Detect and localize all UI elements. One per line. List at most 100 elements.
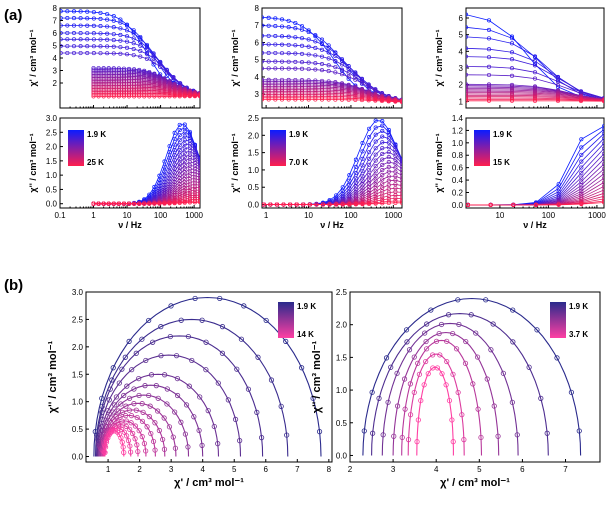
data-point <box>177 179 182 184</box>
data-point <box>579 170 584 175</box>
data-point <box>127 443 133 449</box>
data-point <box>393 144 398 150</box>
y-tick-label: 0.5 <box>248 183 260 192</box>
data-point <box>177 138 182 143</box>
y-tick-label: 1.5 <box>248 149 260 158</box>
data-point <box>199 317 205 323</box>
y-tick-label: 4 <box>255 73 260 82</box>
data-point <box>353 171 358 176</box>
data-point <box>500 370 506 376</box>
y-axis-label: χ' / cm³ mol⁻¹ <box>28 29 38 86</box>
data-point <box>110 365 116 371</box>
data-point <box>172 130 177 135</box>
data-point <box>601 171 604 176</box>
data-point <box>182 188 187 193</box>
plot-frame <box>59 117 201 209</box>
y-tick-label: 2.0 <box>72 343 84 352</box>
data-point <box>373 152 378 157</box>
data-point <box>425 371 431 377</box>
data-point <box>526 364 532 370</box>
data-point <box>353 74 358 79</box>
series-line <box>93 80 200 94</box>
data-point <box>453 346 460 352</box>
data-point <box>385 399 391 405</box>
temperature-legend-bar <box>68 130 84 166</box>
data-point <box>182 150 187 155</box>
data-point <box>373 164 378 169</box>
data-point <box>319 47 325 52</box>
data-point <box>143 448 149 454</box>
x-axis-label: ν / Hz <box>523 220 547 230</box>
x-tick-label: 6 <box>520 465 525 474</box>
y-tick-label: 7 <box>255 21 260 30</box>
x-tick-label: 3 <box>169 465 174 474</box>
data-point <box>158 353 164 359</box>
data-point <box>430 352 436 358</box>
data-point <box>148 372 155 378</box>
y-axis-label: χ'' / cm³ mol⁻¹ <box>28 133 38 192</box>
y-tick-label: 2.5 <box>72 315 84 324</box>
data-point <box>386 155 391 160</box>
data-point <box>153 383 159 389</box>
series-line <box>262 99 402 103</box>
data-point <box>182 431 189 437</box>
data-point <box>205 408 211 414</box>
data-point <box>172 409 178 415</box>
x-tick-label: 6 <box>264 465 269 474</box>
series-line <box>60 25 200 95</box>
y-tick-label: 0.4 <box>452 176 464 185</box>
data-point <box>391 433 397 439</box>
data-point <box>171 76 176 81</box>
data-point <box>141 440 148 447</box>
data-point <box>367 162 372 167</box>
data-point <box>394 403 401 409</box>
legend-bottom-label: 15 K <box>493 158 510 167</box>
data-point <box>131 41 136 46</box>
data-point <box>373 192 378 197</box>
data-point <box>470 381 476 387</box>
data-point <box>192 150 197 155</box>
data-point <box>234 366 240 372</box>
data-point <box>278 403 284 409</box>
series-line <box>93 89 200 96</box>
data-point <box>579 145 584 150</box>
data-point <box>401 376 408 382</box>
data-point <box>333 53 338 59</box>
x-tick-label: 3 <box>391 465 396 474</box>
data-point <box>283 338 289 344</box>
data-point <box>215 380 221 386</box>
series-line <box>93 92 200 96</box>
data-point <box>367 173 372 178</box>
data-point <box>446 397 453 404</box>
data-point <box>146 392 152 399</box>
data-point <box>353 71 358 76</box>
series-line <box>262 97 402 102</box>
data-point <box>123 423 129 429</box>
data-point <box>380 432 386 438</box>
data-point <box>177 143 182 148</box>
data-point <box>380 177 385 182</box>
data-point <box>474 354 481 360</box>
fit-curve <box>416 366 454 456</box>
data-point <box>142 383 148 389</box>
y-axis-label: χ' / cm³ mol⁻¹ <box>434 29 444 86</box>
data-point <box>532 59 538 64</box>
data-point <box>119 439 125 445</box>
plot-area <box>361 297 582 456</box>
legend-bottom-label: 3.7 K <box>569 330 588 339</box>
data-point <box>383 355 390 361</box>
data-point <box>131 31 136 36</box>
data-point <box>326 50 331 55</box>
fit-curve <box>100 409 166 457</box>
chart-a4: 0.1 1 10 100 1000 0.0 0.5 1.0 1.5 2.0 2.5 3.0 χ'' / … <box>28 114 204 230</box>
data-point <box>601 156 604 162</box>
data-point <box>360 185 365 190</box>
data-point <box>129 367 135 373</box>
data-point <box>466 12 469 17</box>
data-point <box>197 170 200 175</box>
data-point <box>444 338 450 344</box>
data-point <box>136 428 142 434</box>
fit-curve <box>401 339 483 456</box>
data-point <box>353 187 358 192</box>
data-point <box>164 401 170 407</box>
